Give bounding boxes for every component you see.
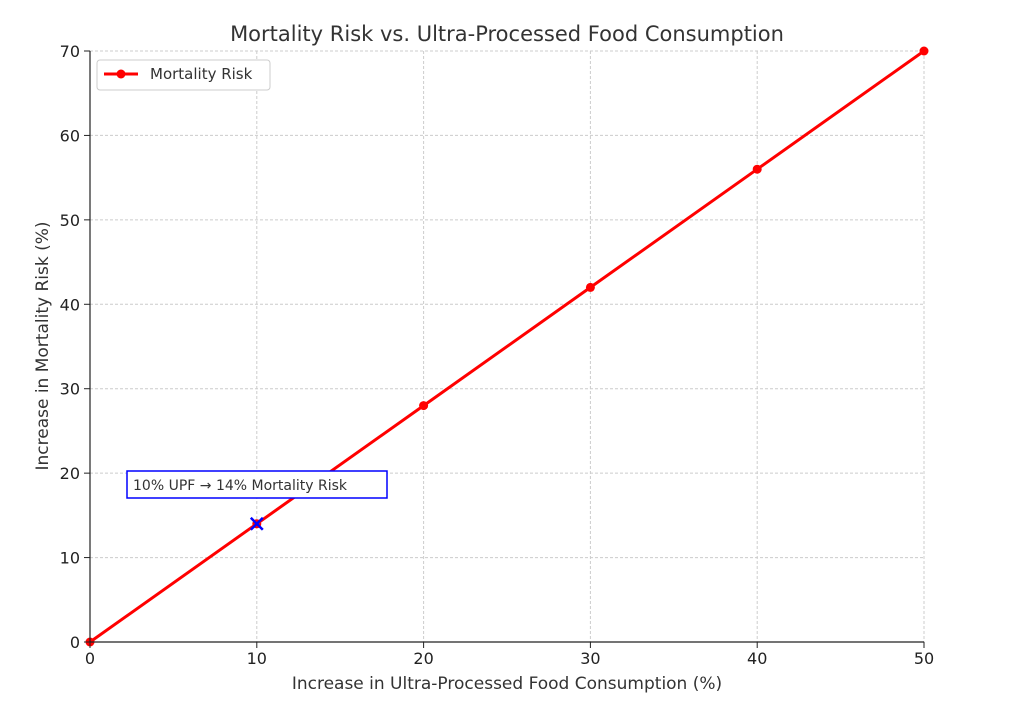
y-tick-label: 40 xyxy=(60,295,80,314)
legend-marker xyxy=(116,69,126,79)
axes: 0 10 20 30 40 50 0 10 20 30 40 50 60 70 xyxy=(60,42,935,668)
y-tick-label: 20 xyxy=(60,464,80,483)
x-axis-label: Increase in Ultra-Processed Food Consump… xyxy=(292,674,722,694)
x-tick-label: 30 xyxy=(580,649,600,668)
legend: Mortality Risk xyxy=(96,59,271,91)
data-point xyxy=(752,164,762,174)
y-tick-label: 70 xyxy=(60,42,80,61)
x-tick-label: 50 xyxy=(914,649,934,668)
x-tick-label: 10 xyxy=(247,649,267,668)
data-point xyxy=(919,46,929,56)
grid xyxy=(90,50,925,642)
data-point xyxy=(419,401,429,411)
annotation-box xyxy=(126,470,388,499)
y-tick-label: 10 xyxy=(60,549,80,568)
y-tick-label: 30 xyxy=(60,380,80,399)
y-tick-label: 50 xyxy=(60,211,80,230)
y-tick-label: 60 xyxy=(60,126,80,145)
y-axis-label: Increase in Mortality Risk (%) xyxy=(33,221,53,470)
y-tick-label: 0 xyxy=(70,633,80,652)
x-tick-label: 40 xyxy=(747,649,767,668)
legend-box xyxy=(96,59,271,91)
series-layer xyxy=(85,46,929,647)
annotation-layer: 10% UPF → 14% Mortality Risk xyxy=(126,470,388,531)
annotation-marker xyxy=(249,516,264,531)
chart-title: Mortality Risk vs. Ultra-Processed Food … xyxy=(230,22,784,46)
x-tick-label: 20 xyxy=(413,649,433,668)
data-point xyxy=(585,282,595,292)
annotation-text: 10% UPF → 14% Mortality Risk xyxy=(133,478,348,494)
x-tick-label: 0 xyxy=(85,649,95,668)
series-line xyxy=(89,49,925,644)
legend-label: Mortality Risk xyxy=(150,65,253,83)
